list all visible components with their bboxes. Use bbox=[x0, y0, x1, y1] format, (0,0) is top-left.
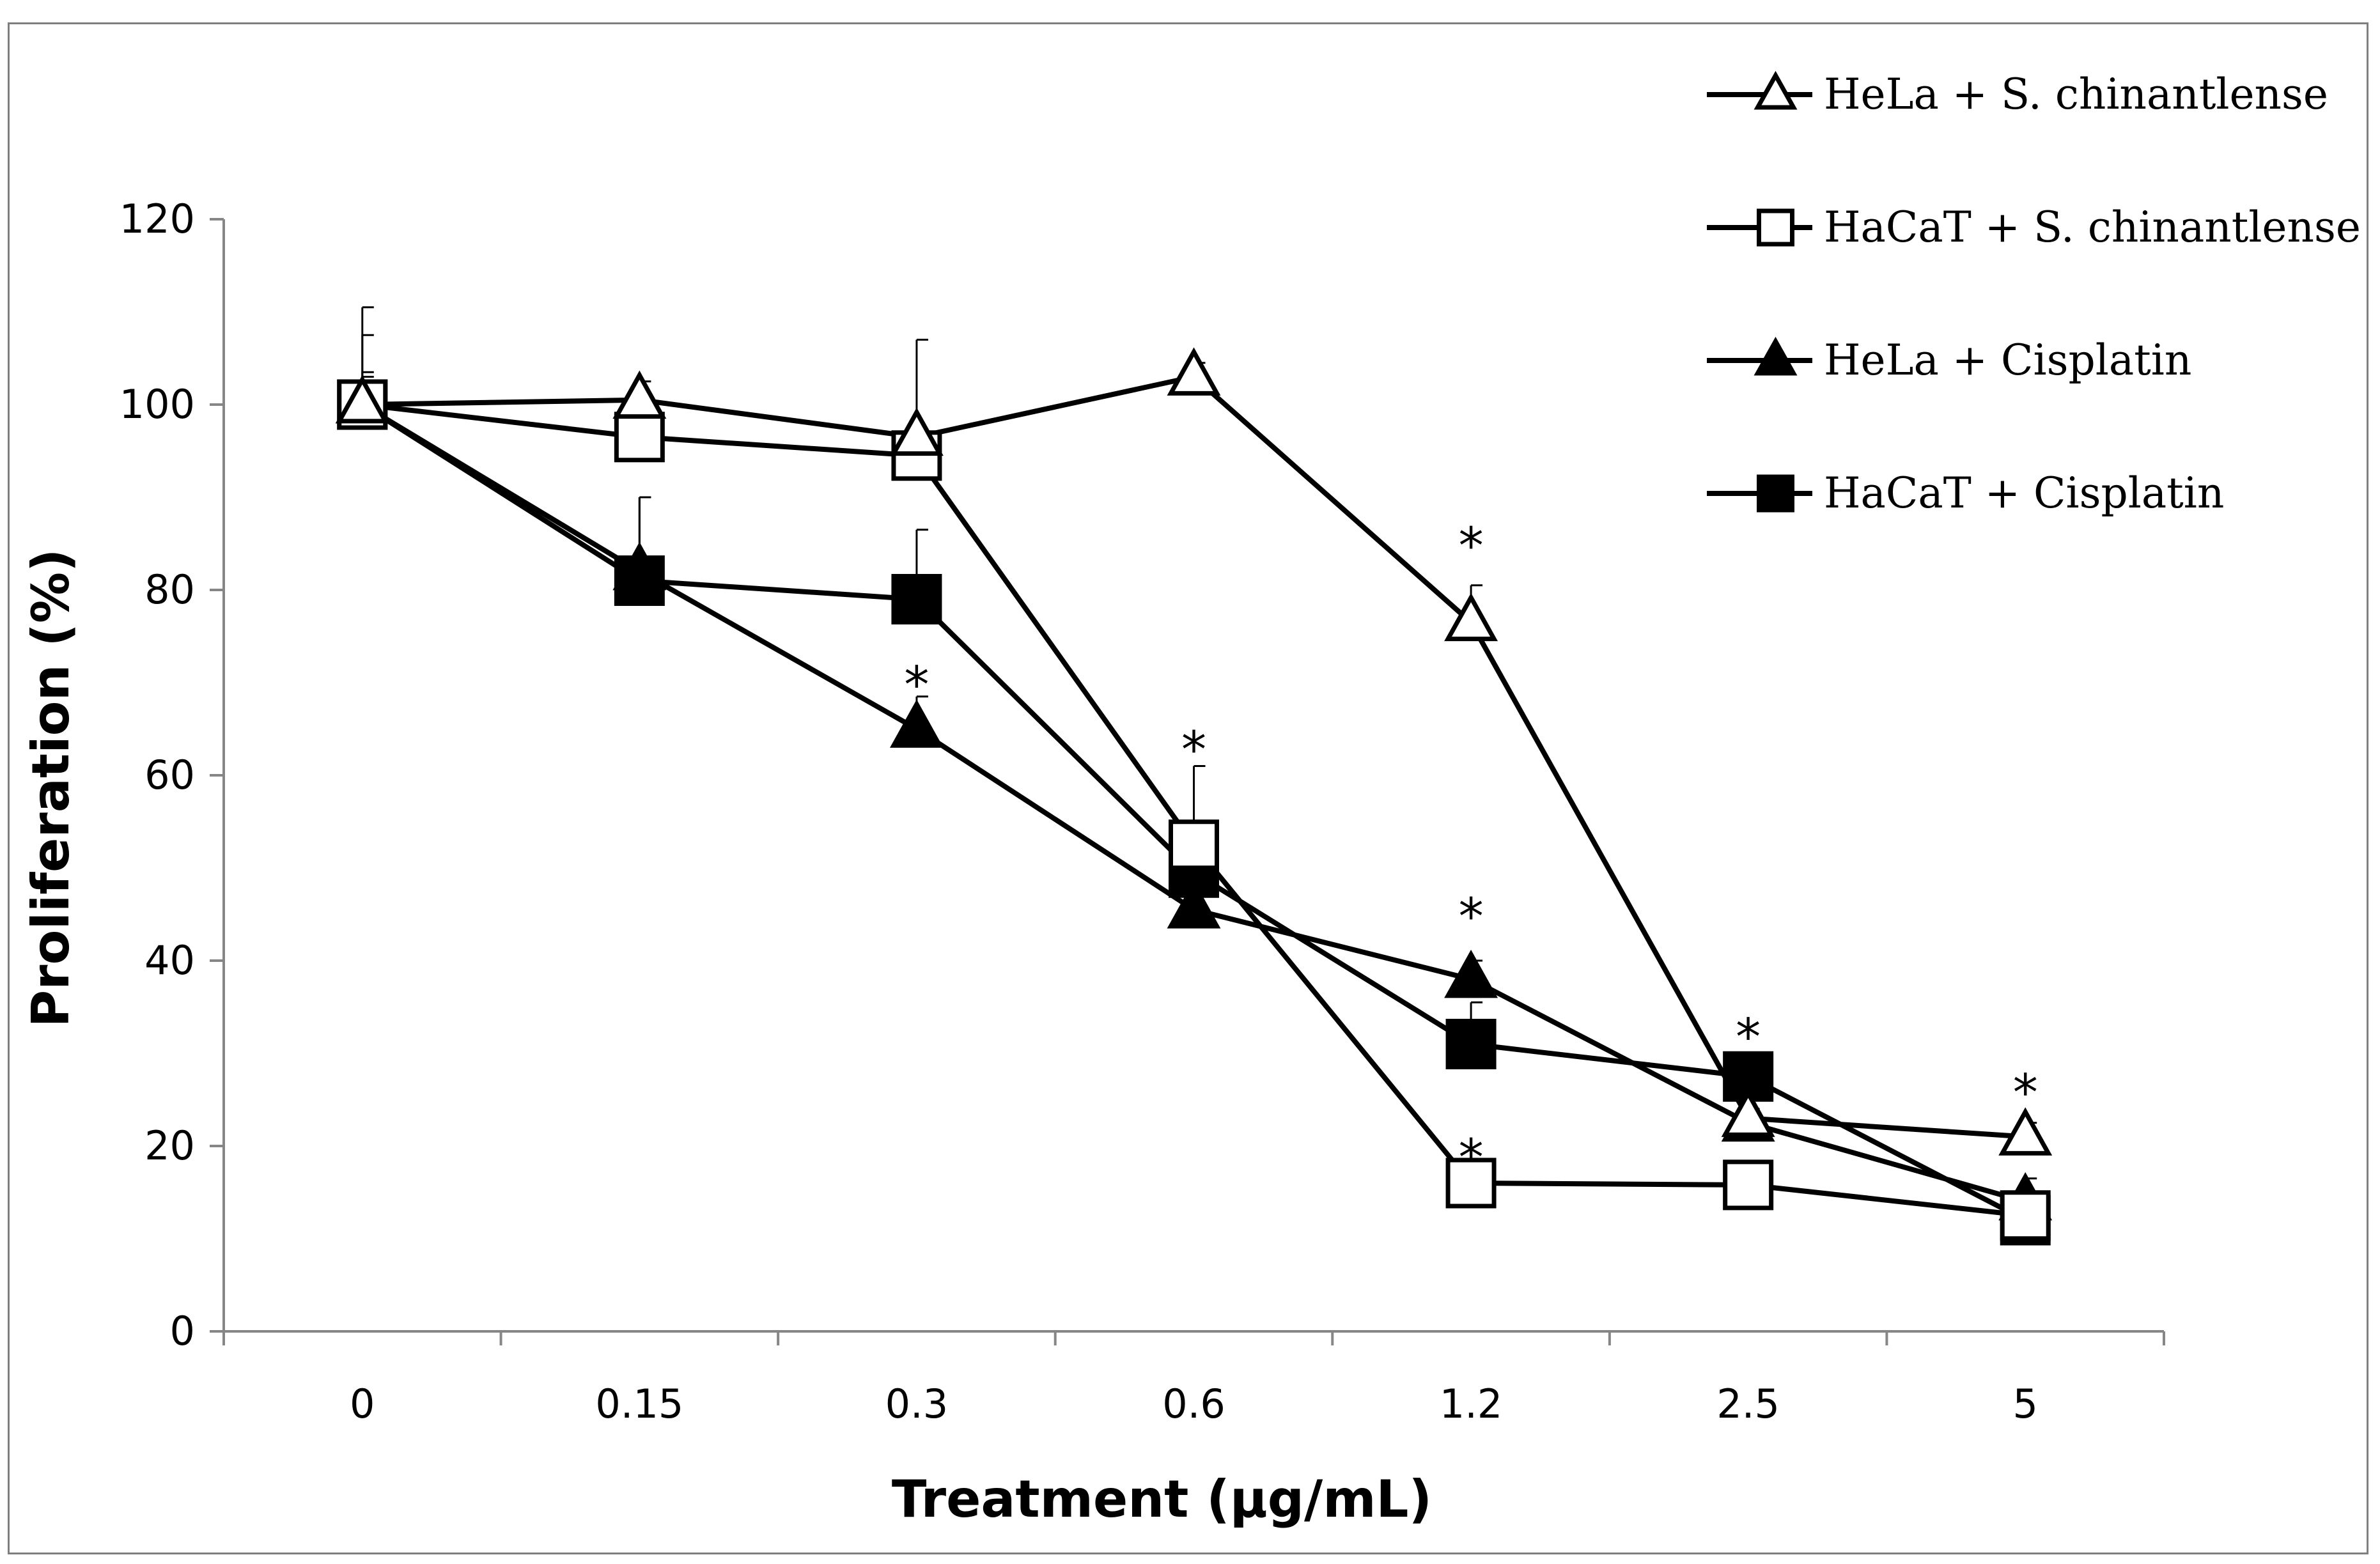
significance-star: * bbox=[2013, 1065, 2038, 1122]
data-point-series-2 bbox=[1445, 1158, 1497, 1209]
significance-star: * bbox=[1459, 518, 1484, 575]
significance-star: * bbox=[1459, 888, 1484, 946]
data-point-series-1 bbox=[1444, 592, 1498, 642]
y-tick-label: 20 bbox=[144, 1122, 195, 1169]
data-point-series-4 bbox=[891, 574, 942, 624]
legend-label: HaCaT + S. chinantlense bbox=[1824, 203, 2361, 252]
data-point-series-3 bbox=[1444, 949, 1498, 998]
data-point-series-1 bbox=[1998, 1107, 2053, 1156]
data-point-series-4 bbox=[1445, 1019, 1497, 1069]
data-point-series-1 bbox=[1721, 1088, 1775, 1137]
data-point-series-1 bbox=[612, 370, 667, 419]
y-tick-label: 120 bbox=[120, 196, 195, 242]
y-tick-label: 60 bbox=[144, 752, 195, 798]
legend-marker bbox=[1757, 208, 1794, 247]
data-point-series-2 bbox=[1723, 1159, 1774, 1211]
legend-marker bbox=[1754, 336, 1798, 376]
x-tick-label: 2.5 bbox=[1716, 1381, 1780, 1427]
x-tick-label: 1.2 bbox=[1440, 1381, 1503, 1427]
x-tick-label: 0 bbox=[350, 1381, 375, 1427]
legend-label: HaCaT + Cisplatin bbox=[1824, 468, 2224, 518]
legend-label: HeLa + Cisplatin bbox=[1824, 336, 2191, 385]
line-chart: 0 20 40 60 80 100 120 0 0.15 0.3 0.6 1.2 2.5 5 Treatme… bbox=[21, 70, 2361, 1529]
significance-star: * bbox=[1181, 722, 1206, 779]
data-point-series-1 bbox=[1167, 347, 1221, 396]
legend-marker bbox=[1754, 70, 1798, 110]
data-point-series-2 bbox=[614, 412, 665, 463]
chart-frame: 0 20 40 60 80 100 120 0 0.15 0.3 0.6 1.2 2.5 5 Treatme… bbox=[8, 22, 2368, 1554]
data-point-series-3 bbox=[1167, 880, 1221, 929]
significance-star: * bbox=[904, 657, 929, 715]
data-point-series-2 bbox=[1169, 819, 1219, 871]
x-axis-title: Treatment (µg/mL) bbox=[892, 1469, 1432, 1529]
y-axis-title: Proliferation (%) bbox=[21, 548, 81, 1027]
data-point-series-1 bbox=[335, 375, 389, 424]
significance-star: * bbox=[1736, 1009, 1761, 1067]
significance-star: * bbox=[1459, 1129, 1484, 1187]
x-tick-label: 0.3 bbox=[885, 1381, 949, 1427]
data-point-series-2 bbox=[2000, 1190, 2051, 1241]
legend-label: HeLa + S. chinantlense bbox=[1824, 70, 2328, 119]
y-tick-label: 40 bbox=[144, 937, 195, 984]
data-point-series-3 bbox=[889, 699, 944, 748]
y-tick-label: 100 bbox=[120, 381, 195, 428]
legend-marker bbox=[1757, 474, 1794, 513]
y-tick-label: 80 bbox=[144, 566, 195, 613]
data-point-series-1 bbox=[889, 407, 944, 456]
x-tick-label: 0.6 bbox=[1162, 1381, 1225, 1427]
x-tick-label: 5 bbox=[2012, 1381, 2037, 1427]
x-tick-label: 0.15 bbox=[595, 1381, 683, 1427]
data-point-series-3 bbox=[612, 541, 667, 591]
y-tick-label: 0 bbox=[170, 1308, 195, 1354]
